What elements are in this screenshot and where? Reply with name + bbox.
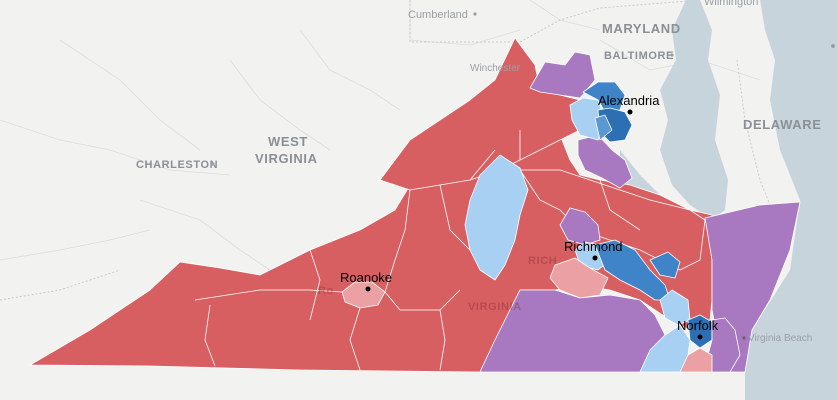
label-baltimore: BALTIMORE xyxy=(604,50,674,62)
city-label-norfolk: Norfolk xyxy=(677,318,719,333)
label-west: WEST xyxy=(268,134,308,149)
city-richmond[interactable]: Richmond xyxy=(564,239,623,261)
district-purple-north-central[interactable] xyxy=(577,134,633,189)
city-dot-norfolk xyxy=(697,334,703,340)
district-purple-richmond-north[interactable] xyxy=(559,207,601,246)
charleston-dot xyxy=(211,162,215,166)
label-winchester: Winchester xyxy=(470,63,521,74)
district-blue-richmond-2[interactable] xyxy=(649,251,681,279)
city-label-roanoke: Roanoke xyxy=(340,270,392,285)
district-light-red-chesapeake[interactable] xyxy=(679,347,713,373)
city-label-alexandria: Alexandria xyxy=(598,93,660,108)
district-light-red-richmond[interactable] xyxy=(549,257,609,299)
label-cumberland: Cumberland xyxy=(408,9,468,21)
cumberland-dot xyxy=(473,12,477,16)
virginia-districts xyxy=(29,37,801,373)
city-dot-richmond xyxy=(592,255,598,261)
label-virginia-wv: VIRGINIA xyxy=(255,151,318,166)
label-delaware: DELAWARE xyxy=(743,117,821,132)
label-virginia-ghost: VIRGINIA xyxy=(468,301,522,313)
dover-dot xyxy=(831,44,835,48)
city-label-richmond: Richmond xyxy=(564,239,623,254)
label-wilmington: Wilmington xyxy=(704,0,758,8)
city-markers: Alexandria Richmond Roanoke Norfolk xyxy=(340,93,719,340)
district-blue-nova-3[interactable] xyxy=(594,114,613,141)
district-blue-nova-1[interactable] xyxy=(582,81,626,113)
state-borders xyxy=(0,0,771,301)
baltimore-dot xyxy=(670,53,674,57)
virginia-beach-dot xyxy=(742,336,746,340)
red-internal-boundaries xyxy=(194,130,641,371)
city-norfolk[interactable]: Norfolk xyxy=(677,318,719,340)
city-alexandria[interactable]: Alexandria xyxy=(598,93,660,115)
city-roanoke[interactable]: Roanoke xyxy=(340,270,392,292)
basemap-labels: Cumberland MARYLAND BALTIMORE Wilmington… xyxy=(136,0,835,344)
label-virginia-beach: Virginia Beach xyxy=(748,333,812,344)
basemap-borders xyxy=(0,0,761,271)
label-maryland: MARYLAND xyxy=(602,21,681,36)
district-light-red-roanoke[interactable] xyxy=(341,281,386,309)
district-purple-northwest[interactable] xyxy=(529,51,596,99)
city-dot-alexandria xyxy=(627,109,633,115)
label-charleston: CHARLESTON xyxy=(136,159,218,171)
label-roanoke-ghost: Ro xyxy=(318,285,334,297)
district-purple-norfolk[interactable] xyxy=(707,317,741,373)
label-richmond-ghost: RICH xyxy=(528,255,557,267)
city-dot-roanoke xyxy=(365,286,371,292)
